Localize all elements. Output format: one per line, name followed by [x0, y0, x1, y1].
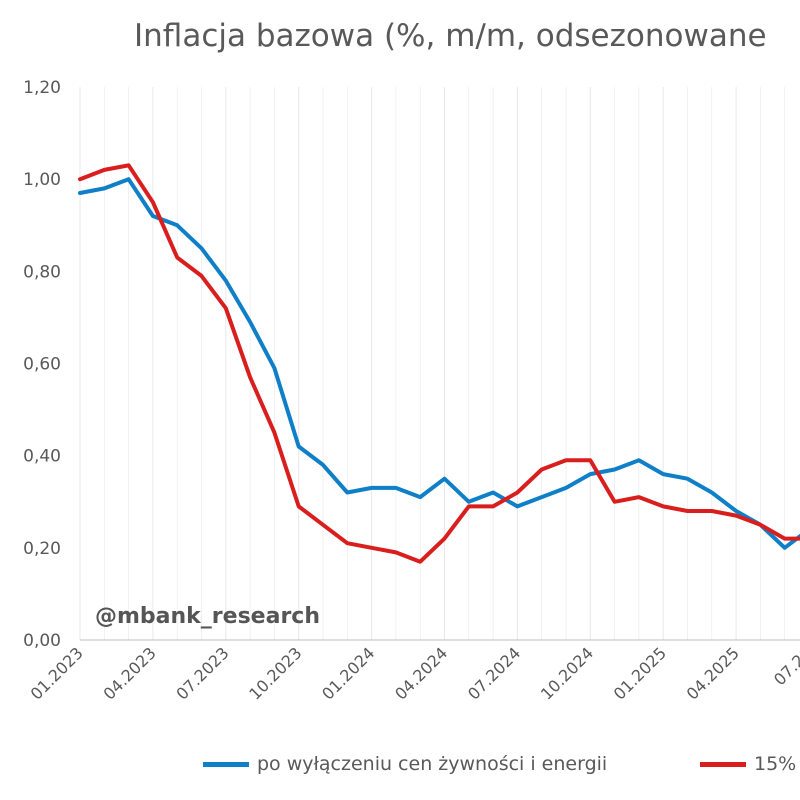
series-lines [78, 163, 800, 564]
watermark: @mbank_research [95, 604, 320, 629]
legend-item-series-1: po wyłączeniu cen żywności i energii [203, 753, 607, 775]
y-tick-label: 0,40 [23, 447, 61, 467]
x-tick-label: 07.2024 [464, 643, 524, 703]
x-tick-label: 10.2024 [537, 643, 597, 703]
x-axis: 01.2023 04.2023 07.2023 10.2023 01.2024 04.20… [27, 639, 800, 704]
y-tick-label: 1,20 [23, 78, 61, 98]
series-line-2 [78, 163, 800, 564]
x-tick-label: 04.2024 [391, 643, 451, 703]
x-tick-label: 01.2024 [318, 643, 378, 703]
chart-title: Inflacja bazowa (%, m/m, odsezonowane [134, 18, 767, 54]
x-tick-label: 07.20 [770, 643, 800, 689]
y-tick-label: 0,20 [23, 539, 61, 559]
x-tick-label: 04.2025 [683, 643, 743, 703]
y-axis: 0,00 0,20 0,40 0,60 0,80 1,00 1,20 [23, 78, 61, 651]
legend-label-series-2: 15% ś [754, 753, 800, 775]
y-tick-label: 0,80 [23, 262, 61, 282]
grid-lines [79, 87, 786, 640]
legend-label-series-1: po wyłączeniu cen żywności i energii [257, 753, 608, 775]
y-tick-label: 0,00 [23, 631, 61, 651]
x-tick-label: 10.2023 [245, 643, 305, 703]
x-tick-label: 01.2023 [27, 643, 87, 703]
x-tick-label: 07.2023 [172, 643, 232, 703]
legend: po wyłączeniu cen żywności i energii 15%… [0, 753, 800, 783]
legend-swatch-red [700, 761, 746, 767]
series-line-1 [78, 177, 800, 550]
x-tick-label: 04.2023 [100, 643, 160, 703]
y-tick-label: 1,00 [23, 170, 61, 190]
x-tick-label: 01.2025 [610, 643, 670, 703]
legend-swatch-blue [203, 761, 249, 767]
legend-item-series-2: 15% ś [700, 753, 800, 775]
y-tick-label: 0,60 [23, 355, 61, 375]
